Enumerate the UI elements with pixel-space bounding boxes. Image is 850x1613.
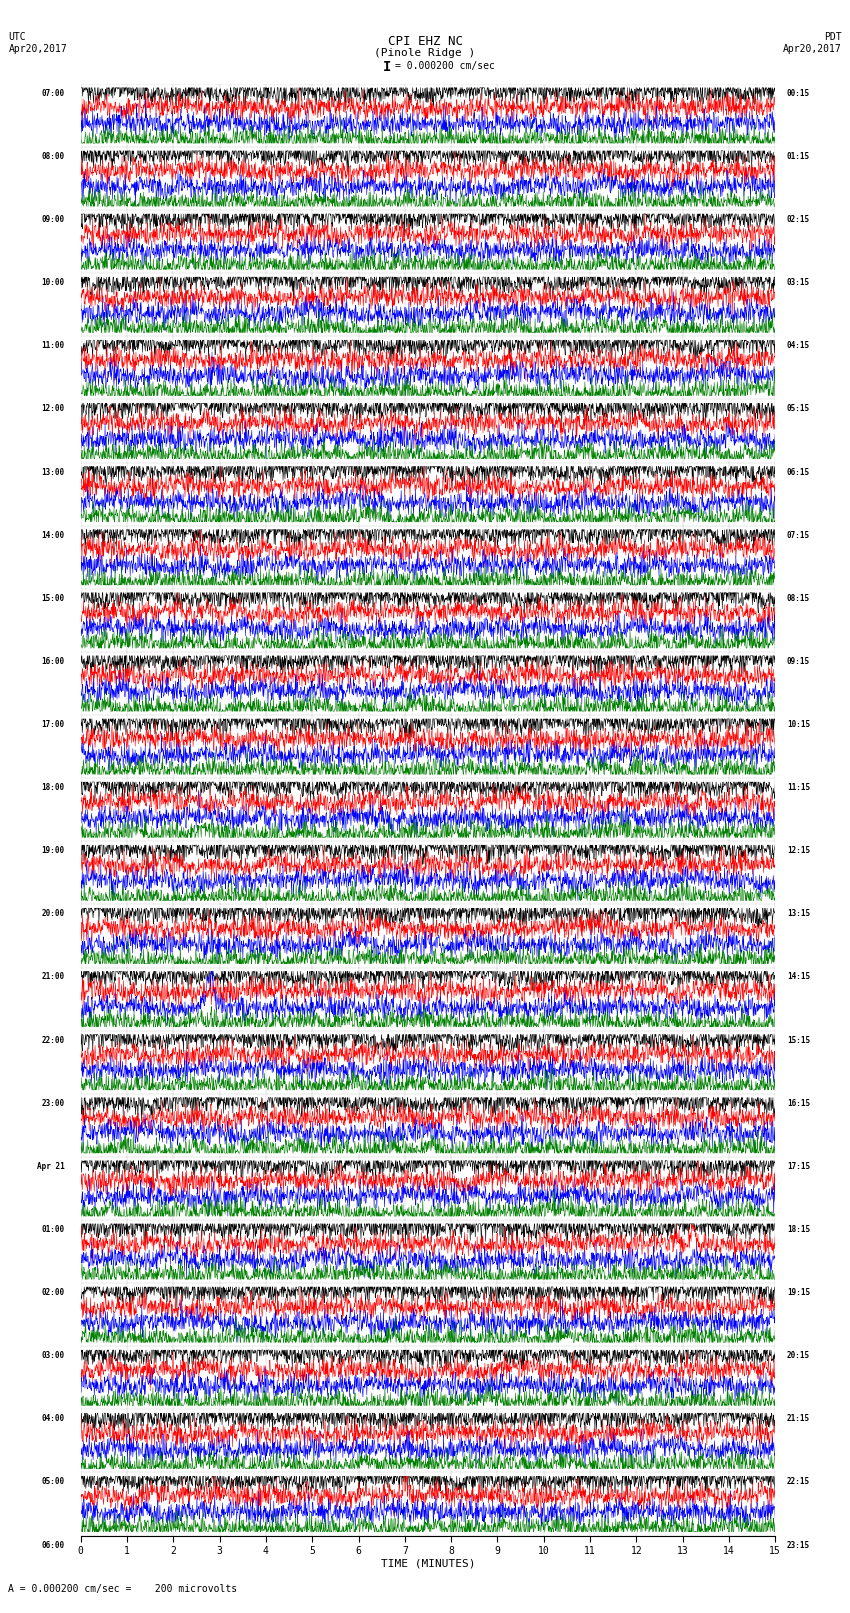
Text: 14:15: 14:15 xyxy=(787,973,810,981)
Text: 21:00: 21:00 xyxy=(42,973,65,981)
Text: = 0.000200 cm/sec: = 0.000200 cm/sec xyxy=(395,61,495,71)
Text: 12:15: 12:15 xyxy=(787,847,810,855)
Text: 14:00: 14:00 xyxy=(42,531,65,540)
Text: 11:00: 11:00 xyxy=(42,342,65,350)
Text: 19:15: 19:15 xyxy=(787,1289,810,1297)
X-axis label: TIME (MINUTES): TIME (MINUTES) xyxy=(381,1558,475,1569)
Text: I: I xyxy=(382,60,391,74)
Text: 17:15: 17:15 xyxy=(787,1161,810,1171)
Text: 02:15: 02:15 xyxy=(787,215,810,224)
Text: 22:15: 22:15 xyxy=(787,1478,810,1487)
Text: 04:00: 04:00 xyxy=(42,1415,65,1423)
Text: 10:15: 10:15 xyxy=(787,719,810,729)
Text: 09:15: 09:15 xyxy=(787,656,810,666)
Text: 08:00: 08:00 xyxy=(42,152,65,161)
Text: 00:15: 00:15 xyxy=(787,89,810,98)
Text: 23:15: 23:15 xyxy=(787,1540,810,1550)
Text: 06:15: 06:15 xyxy=(787,468,810,476)
Text: 11:15: 11:15 xyxy=(787,784,810,792)
Text: Apr 21: Apr 21 xyxy=(37,1161,65,1171)
Text: 05:00: 05:00 xyxy=(42,1478,65,1487)
Text: 20:00: 20:00 xyxy=(42,910,65,918)
Text: 01:00: 01:00 xyxy=(42,1224,65,1234)
Text: 06:00: 06:00 xyxy=(42,1540,65,1550)
Text: 22:00: 22:00 xyxy=(42,1036,65,1045)
Text: 08:15: 08:15 xyxy=(787,594,810,603)
Text: 09:00: 09:00 xyxy=(42,215,65,224)
Text: UTC: UTC xyxy=(8,32,26,42)
Text: 17:00: 17:00 xyxy=(42,719,65,729)
Text: 12:00: 12:00 xyxy=(42,405,65,413)
Text: 16:00: 16:00 xyxy=(42,656,65,666)
Text: 04:15: 04:15 xyxy=(787,342,810,350)
Text: 15:15: 15:15 xyxy=(787,1036,810,1045)
Text: 13:15: 13:15 xyxy=(787,910,810,918)
Text: CPI EHZ NC: CPI EHZ NC xyxy=(388,35,462,48)
Text: 03:00: 03:00 xyxy=(42,1352,65,1360)
Text: 13:00: 13:00 xyxy=(42,468,65,476)
Text: 15:00: 15:00 xyxy=(42,594,65,603)
Text: Apr20,2017: Apr20,2017 xyxy=(8,44,67,53)
Text: A = 0.000200 cm/sec =    200 microvolts: A = 0.000200 cm/sec = 200 microvolts xyxy=(8,1584,238,1594)
Text: 20:15: 20:15 xyxy=(787,1352,810,1360)
Text: 23:00: 23:00 xyxy=(42,1098,65,1108)
Text: 18:00: 18:00 xyxy=(42,784,65,792)
Text: 21:15: 21:15 xyxy=(787,1415,810,1423)
Text: 07:15: 07:15 xyxy=(787,531,810,540)
Text: 10:00: 10:00 xyxy=(42,277,65,287)
Text: 02:00: 02:00 xyxy=(42,1289,65,1297)
Text: 18:15: 18:15 xyxy=(787,1224,810,1234)
Text: 07:00: 07:00 xyxy=(42,89,65,98)
Text: PDT: PDT xyxy=(824,32,842,42)
Text: Apr20,2017: Apr20,2017 xyxy=(783,44,842,53)
Text: 16:15: 16:15 xyxy=(787,1098,810,1108)
Text: 19:00: 19:00 xyxy=(42,847,65,855)
Text: 01:15: 01:15 xyxy=(787,152,810,161)
Text: (Pinole Ridge ): (Pinole Ridge ) xyxy=(374,48,476,58)
Text: 05:15: 05:15 xyxy=(787,405,810,413)
Text: 03:15: 03:15 xyxy=(787,277,810,287)
